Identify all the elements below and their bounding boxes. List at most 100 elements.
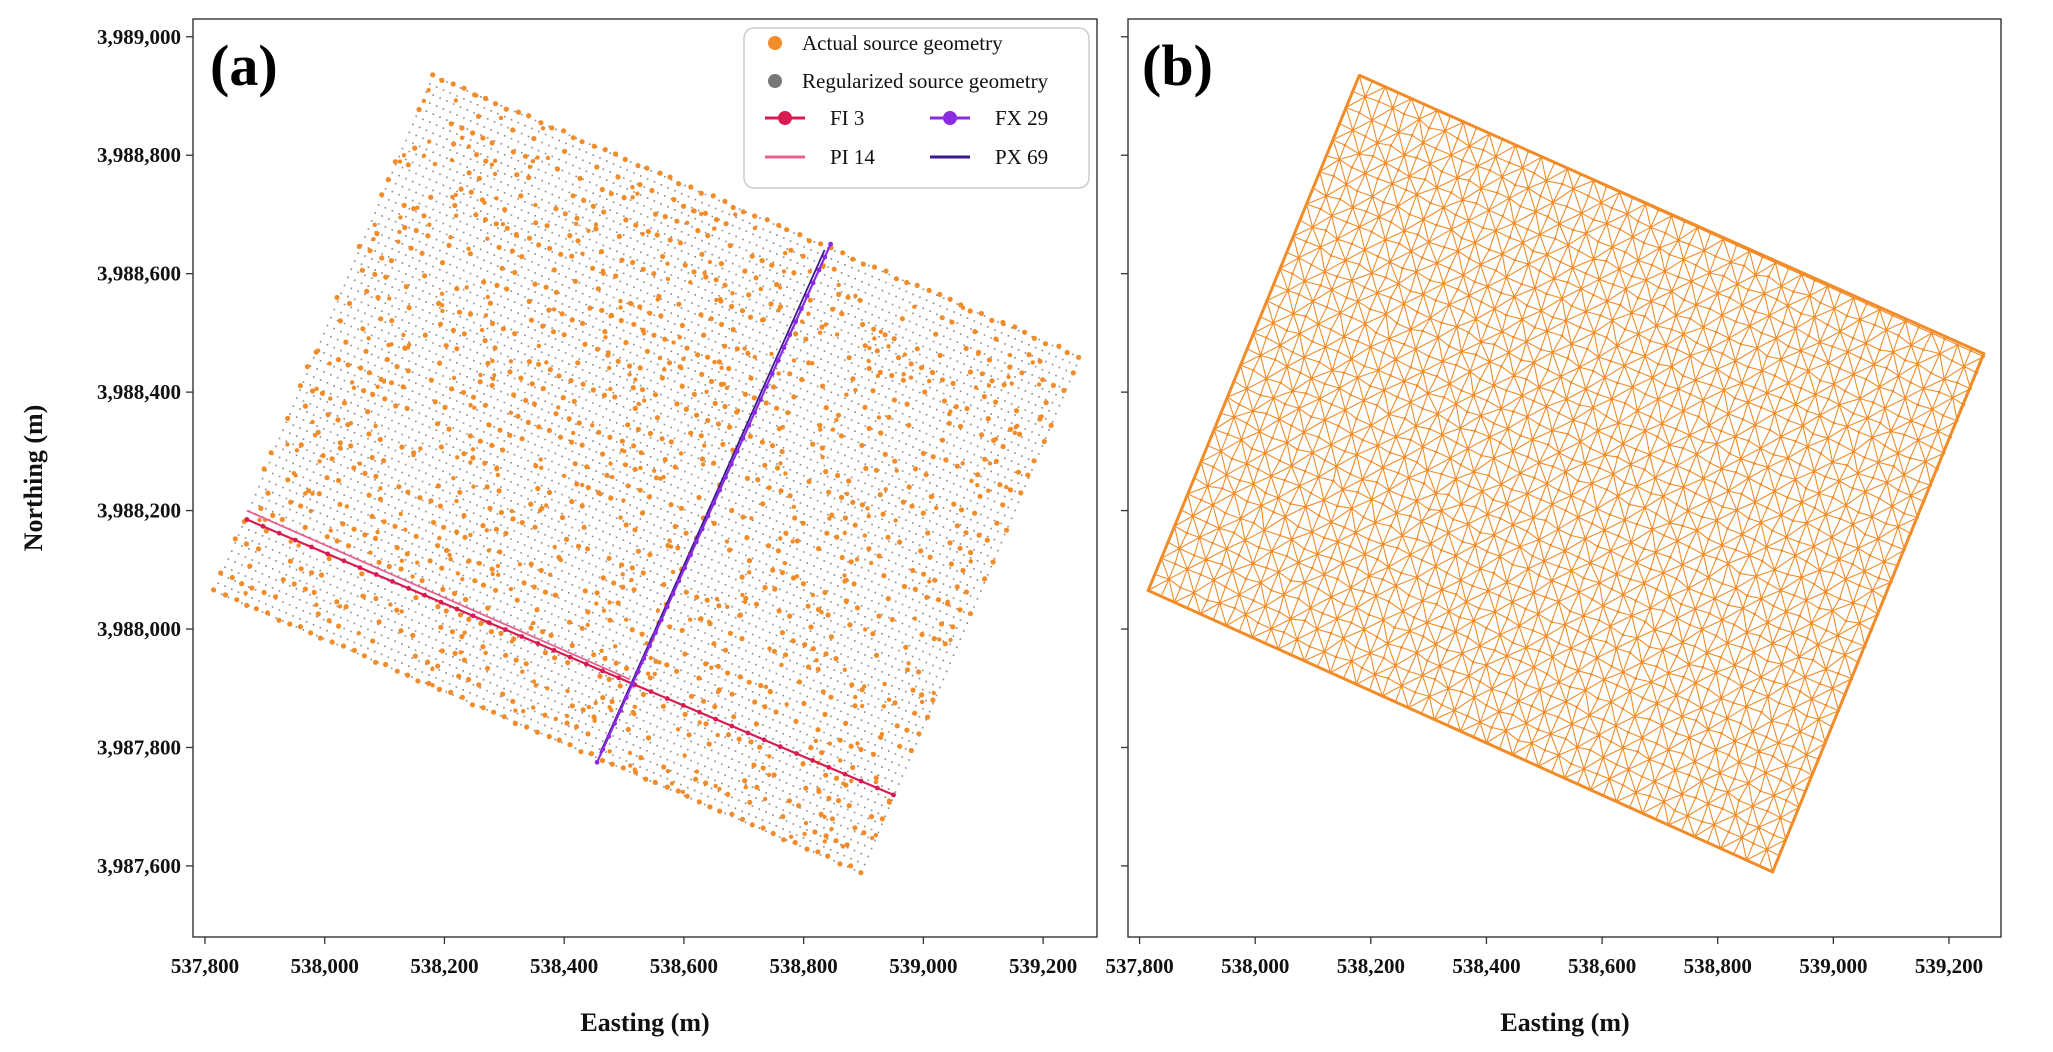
actual-source-point — [317, 459, 322, 464]
actual-source-point — [697, 617, 703, 622]
actual-source-point — [654, 415, 661, 421]
actual-source-point — [774, 405, 780, 411]
actual-source-point — [908, 747, 914, 754]
actual-source-point — [909, 503, 915, 509]
actual-source-point — [882, 332, 888, 338]
series-point-fi-3 — [616, 675, 622, 681]
actual-source-point — [631, 321, 637, 327]
actual-source-point — [480, 135, 486, 141]
actual-source-point — [785, 410, 791, 416]
actual-source-point — [979, 371, 985, 377]
actual-source-point — [638, 465, 643, 471]
actual-source-point — [767, 646, 772, 651]
actual-source-point — [848, 743, 854, 749]
actual-source-point — [939, 437, 946, 443]
actual-source-point — [701, 332, 707, 338]
actual-source-point — [496, 244, 502, 250]
actual-source-point — [591, 143, 597, 149]
actual-source-point — [308, 630, 314, 636]
actual-source-point — [859, 442, 865, 448]
actual-source-point — [400, 384, 406, 390]
actual-source-point — [469, 702, 476, 708]
actual-source-point — [444, 547, 450, 554]
actual-source-point — [645, 228, 652, 235]
legend-item: FI 3 — [765, 106, 864, 130]
panel-b-letter: (b) — [1142, 33, 1213, 98]
actual-source-point — [647, 430, 654, 437]
actual-source-point — [918, 365, 925, 371]
actual-source-point — [762, 585, 768, 591]
actual-source-point — [963, 345, 969, 352]
actual-source-point — [637, 365, 643, 371]
actual-source-point — [467, 251, 473, 257]
actual-source-point — [490, 358, 495, 364]
actual-source-point — [329, 639, 335, 645]
actual-source-point — [906, 661, 911, 666]
actual-source-point — [544, 360, 549, 365]
actual-source-point — [504, 286, 510, 292]
actual-source-point — [535, 155, 540, 160]
actual-source-point — [600, 451, 606, 457]
actual-source-point — [463, 596, 469, 603]
actual-source-point — [351, 385, 357, 390]
actual-source-point — [314, 602, 319, 607]
actual-source-point — [482, 95, 489, 101]
actual-source-point — [695, 228, 701, 234]
actual-source-point — [528, 501, 534, 507]
actual-source-point — [820, 455, 825, 460]
actual-source-point — [770, 830, 776, 837]
actual-source-point — [736, 736, 742, 742]
actual-source-point — [653, 658, 659, 665]
actual-source-point — [334, 599, 340, 605]
actual-source-point — [394, 545, 400, 551]
actual-source-point — [846, 355, 852, 361]
actual-source-point — [590, 423, 595, 428]
actual-source-point — [456, 673, 462, 679]
actual-source-point — [833, 656, 839, 662]
actual-source-point — [481, 279, 487, 285]
actual-source-point — [865, 506, 870, 511]
actual-source-point — [771, 648, 778, 654]
actual-source-point — [343, 339, 349, 345]
actual-source-point — [461, 331, 467, 337]
actual-source-point — [739, 574, 745, 580]
actual-source-point — [846, 803, 852, 809]
actual-source-point — [359, 571, 365, 577]
actual-source-point — [538, 457, 543, 462]
actual-source-point — [883, 268, 889, 274]
actual-source-point — [466, 676, 472, 683]
actual-source-point — [396, 239, 401, 244]
actual-source-point — [698, 312, 704, 318]
actual-source-point — [638, 755, 644, 761]
series-point-fi-3 — [858, 778, 864, 784]
actual-source-point — [399, 609, 404, 614]
actual-source-point — [389, 342, 394, 347]
actual-source-point — [416, 106, 422, 113]
actual-source-point — [841, 781, 846, 786]
actual-source-point — [602, 656, 608, 662]
actual-source-point — [873, 775, 879, 781]
actual-source-point — [619, 257, 625, 263]
actual-source-point — [1076, 354, 1082, 360]
actual-source-point — [326, 555, 332, 562]
actual-source-point — [678, 451, 684, 456]
actual-source-point — [363, 348, 369, 354]
actual-source-point — [771, 772, 777, 778]
actual-source-point — [657, 660, 662, 665]
actual-source-point — [366, 431, 372, 437]
actual-source-point — [906, 484, 912, 490]
series-point-fi-3 — [438, 599, 444, 605]
actual-source-point — [659, 375, 665, 381]
actual-source-point — [465, 559, 471, 564]
actual-source-point — [554, 166, 561, 172]
actual-source-point — [963, 530, 969, 536]
legend-marker — [768, 36, 782, 50]
actual-source-point — [861, 830, 867, 836]
actual-source-point — [466, 616, 472, 623]
series-point-fi-3 — [260, 523, 266, 529]
actual-source-point — [1015, 469, 1022, 475]
actual-source-point — [722, 403, 728, 410]
actual-source-point — [870, 751, 877, 757]
actual-source-point — [906, 422, 912, 428]
actual-source-point — [310, 388, 316, 394]
